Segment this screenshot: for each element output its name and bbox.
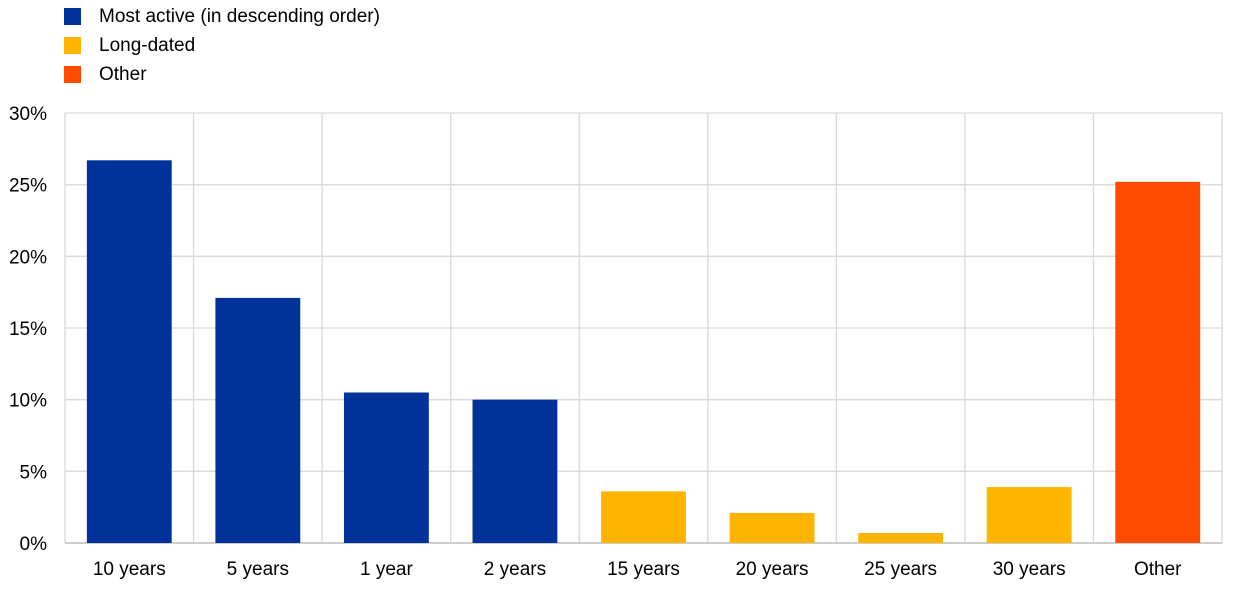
bar-30-years: [986, 487, 1072, 543]
bar-10-years: [86, 160, 172, 544]
legend-item-other: Other: [64, 60, 380, 89]
bar-5-years: [215, 297, 301, 543]
x-tick-label-1-year: 1 year: [360, 559, 413, 580]
x-axis-ticks: 10 years 5 years 1 year 2 years 15 years 20 y…: [93, 559, 1182, 580]
y-tick-label-4: 20%: [9, 247, 47, 268]
bars: [86, 160, 1201, 544]
legend-swatch-other: [64, 66, 81, 83]
bar-other: [1115, 181, 1201, 544]
bar-25-years: [858, 532, 944, 543]
x-tick-label-other: Other: [1134, 559, 1182, 580]
bar-1-year: [343, 392, 429, 543]
y-tick-label-2: 10%: [9, 391, 47, 412]
y-axis-ticks: 0% 5% 10% 15% 20% 25% 30%: [9, 104, 47, 555]
y-tick-label-6: 30%: [9, 104, 47, 125]
x-tick-label-5-years: 5 years: [227, 559, 289, 580]
x-tick-label-30-years: 30 years: [993, 559, 1066, 580]
bar-15-years: [601, 491, 686, 543]
x-tick-label-2-years: 2 years: [484, 559, 546, 580]
x-tick-label-15-years: 15 years: [607, 559, 680, 580]
legend-label-other: Other: [99, 63, 147, 85]
chart-legend: Most active (in descending order) Long-d…: [64, 2, 380, 89]
bar-2-years: [472, 399, 558, 543]
legend-item-long-dated: Long-dated: [64, 31, 380, 60]
legend-label-most-active: Most active (in descending order): [99, 5, 380, 27]
legend-item-most-active: Most active (in descending order): [64, 2, 380, 31]
x-tick-label-25-years: 25 years: [864, 559, 937, 580]
bar-20-years: [729, 512, 815, 543]
legend-swatch-long-dated: [64, 37, 81, 54]
y-tick-label-0: 0%: [20, 534, 48, 555]
y-tick-label-3: 15%: [9, 319, 47, 340]
x-tick-label-20-years: 20 years: [736, 559, 809, 580]
legend-label-long-dated: Long-dated: [99, 34, 196, 56]
y-tick-label-5: 25%: [9, 176, 47, 197]
y-tick-label-1: 5%: [20, 462, 48, 483]
x-tick-label-10-years: 10 years: [93, 559, 166, 580]
legend-swatch-most-active: [64, 8, 81, 25]
